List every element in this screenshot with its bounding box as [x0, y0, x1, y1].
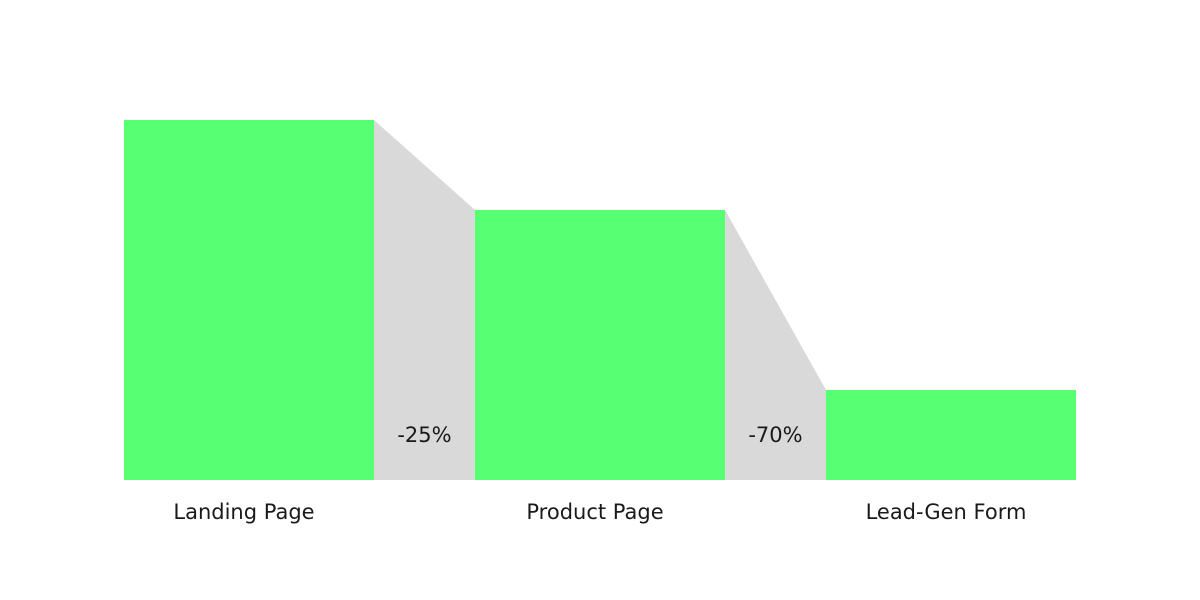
connector — [374, 120, 475, 480]
connector — [725, 210, 826, 480]
category-label: Product Page — [526, 500, 663, 524]
change-label: -25% — [397, 423, 451, 447]
bar — [124, 120, 374, 480]
bar — [826, 390, 1076, 480]
category-label: Lead-Gen Form — [866, 500, 1027, 524]
bar — [475, 210, 725, 480]
change-label: -70% — [748, 423, 802, 447]
category-label: Landing Page — [173, 500, 314, 524]
